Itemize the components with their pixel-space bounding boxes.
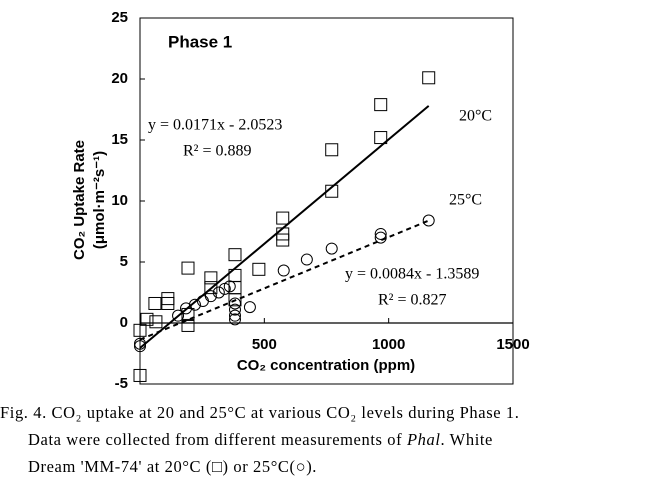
square-point — [325, 143, 339, 157]
caption: Dream 'MM-74' at 20°C (□) or 25°C(○). — [28, 457, 318, 476]
x-tick-label: 1000 — [372, 336, 405, 353]
y-tick-label: -5 — [115, 375, 128, 392]
y-tick-label: 15 — [111, 131, 128, 148]
y-tick-label: 25 — [111, 9, 128, 26]
square-point — [148, 296, 162, 310]
y-tick-label: 10 — [111, 192, 128, 209]
caption-text: . White — [440, 430, 493, 449]
series-label: 25°C — [449, 192, 482, 209]
caption: Fig. 4. CO₂ uptake at 20 and 25°C at var… — [0, 403, 520, 422]
fit-line — [139, 105, 430, 349]
circle-point — [204, 290, 217, 303]
square-point — [133, 368, 147, 382]
circle-point — [243, 301, 256, 314]
circle-point — [223, 280, 236, 293]
chart: Phase 1 CO₂ concentration (ppm) CO₂ Upta… — [71, 9, 530, 392]
square-point — [133, 323, 147, 337]
circle-point — [374, 231, 387, 244]
circle-point — [172, 309, 185, 322]
circle-point — [228, 309, 241, 322]
square-point — [325, 184, 339, 198]
series-label: 20°C — [459, 108, 492, 125]
square-point — [374, 98, 388, 112]
x-axis-label: CO₂ concentration (ppm) — [237, 357, 415, 374]
square-point — [181, 318, 195, 332]
circle-point — [228, 297, 241, 310]
square-point — [204, 271, 218, 285]
square-point — [228, 248, 242, 262]
square-point — [252, 262, 266, 276]
square-point — [422, 71, 436, 85]
x-tick-label: 1500 — [496, 336, 529, 353]
fit-equation: y = 0.0084x - 1.3589 — [345, 266, 479, 283]
square-point — [276, 233, 290, 247]
fit-r2: R² = 0.889 — [183, 143, 252, 160]
square-point — [374, 131, 388, 145]
fit-line — [139, 219, 430, 341]
circle-point — [134, 337, 146, 350]
y-tick-label: 0 — [120, 314, 128, 331]
x-tick-label: 500 — [252, 336, 277, 353]
caption-text: Data were collected from different measu… — [28, 430, 407, 449]
y-tick-label: 5 — [120, 253, 128, 270]
square-point — [228, 293, 242, 307]
circle-point — [374, 227, 387, 240]
circle-point — [325, 242, 338, 255]
square-point — [161, 292, 175, 306]
caption: Data were collected from different measu… — [28, 430, 493, 450]
square-point — [181, 261, 195, 275]
square-point — [276, 211, 290, 225]
circle-point — [277, 264, 290, 277]
fit-r2: R² = 0.827 — [378, 292, 447, 309]
circle-point — [212, 286, 225, 299]
square-point — [140, 312, 154, 326]
fit-equation: y = 0.0171x - 2.0523 — [148, 117, 282, 134]
circle-point — [134, 340, 146, 353]
y-tick-label: 20 — [111, 70, 128, 87]
circle-point — [300, 253, 313, 266]
square-point — [149, 315, 163, 329]
square-point — [161, 296, 175, 310]
y-axis-label: (μmol·m⁻²s⁻¹) — [91, 151, 108, 249]
chart-title: Phase 1 — [168, 32, 232, 51]
y-axis-label: CO₂ Uptake Rate — [71, 140, 88, 260]
circle-point — [228, 303, 241, 316]
square-point — [181, 307, 195, 321]
circle-point — [188, 298, 201, 311]
circle-point — [422, 214, 435, 227]
circle-point — [228, 313, 241, 326]
caption-italic: Phal — [406, 430, 441, 449]
